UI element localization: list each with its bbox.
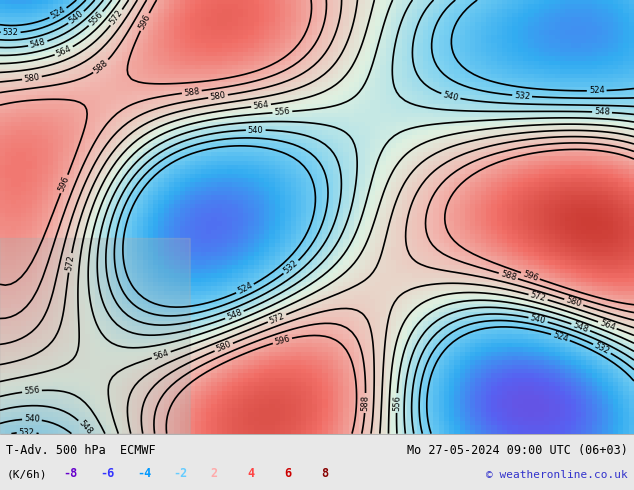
Text: 2: 2 (210, 467, 217, 480)
Text: 548: 548 (225, 308, 243, 322)
Text: 548: 548 (594, 107, 610, 117)
Text: 588: 588 (183, 86, 200, 98)
Text: 4: 4 (247, 467, 254, 480)
Text: -8: -8 (63, 467, 77, 480)
Text: 572: 572 (529, 291, 547, 304)
Text: 6: 6 (284, 467, 291, 480)
Text: -4: -4 (137, 467, 151, 480)
Text: 588: 588 (500, 270, 517, 283)
Text: 580: 580 (215, 340, 233, 354)
Text: 572: 572 (108, 8, 125, 26)
Text: 580: 580 (209, 91, 226, 102)
Text: 532: 532 (3, 28, 18, 37)
Text: 540: 540 (529, 314, 547, 326)
Text: 596: 596 (273, 334, 291, 347)
Text: 532: 532 (514, 91, 531, 101)
Text: 532: 532 (18, 428, 35, 437)
Text: 540: 540 (442, 90, 460, 103)
Text: 524: 524 (552, 331, 569, 344)
Text: 532: 532 (593, 341, 611, 356)
Text: 588: 588 (361, 395, 370, 411)
Text: 580: 580 (565, 295, 583, 309)
Text: 532: 532 (282, 259, 300, 276)
Text: 8: 8 (321, 467, 328, 480)
Text: 596: 596 (521, 269, 540, 283)
Text: Mo 27-05-2024 09:00 UTC (06+03): Mo 27-05-2024 09:00 UTC (06+03) (407, 444, 628, 457)
Text: 524: 524 (49, 5, 67, 21)
Text: 588: 588 (92, 58, 110, 75)
Text: 596: 596 (57, 175, 71, 193)
Text: 540: 540 (24, 415, 40, 424)
Text: 540: 540 (67, 9, 86, 26)
Text: 580: 580 (23, 73, 41, 84)
Text: 572: 572 (65, 254, 76, 271)
Text: 548: 548 (572, 320, 590, 334)
Text: 548: 548 (29, 38, 47, 50)
Text: 564: 564 (152, 348, 170, 362)
Text: 556: 556 (23, 386, 41, 396)
Text: 596: 596 (137, 13, 152, 31)
Text: (K/6h): (K/6h) (6, 470, 47, 480)
Text: 556: 556 (87, 10, 105, 27)
Text: 524: 524 (236, 281, 254, 296)
Text: -2: -2 (174, 467, 188, 480)
Text: © weatheronline.co.uk: © weatheronline.co.uk (486, 470, 628, 480)
Text: 556: 556 (392, 395, 401, 411)
Text: -6: -6 (100, 467, 114, 480)
Text: 572: 572 (268, 311, 286, 325)
Text: 564: 564 (598, 318, 616, 332)
Text: 564: 564 (252, 100, 269, 111)
Text: 540: 540 (248, 125, 264, 135)
Text: 548: 548 (77, 419, 94, 437)
Text: 524: 524 (589, 86, 605, 96)
FancyBboxPatch shape (0, 239, 190, 434)
Text: 564: 564 (55, 44, 73, 58)
Text: 556: 556 (274, 107, 290, 117)
Text: T-Adv. 500 hPa  ECMWF: T-Adv. 500 hPa ECMWF (6, 444, 156, 457)
